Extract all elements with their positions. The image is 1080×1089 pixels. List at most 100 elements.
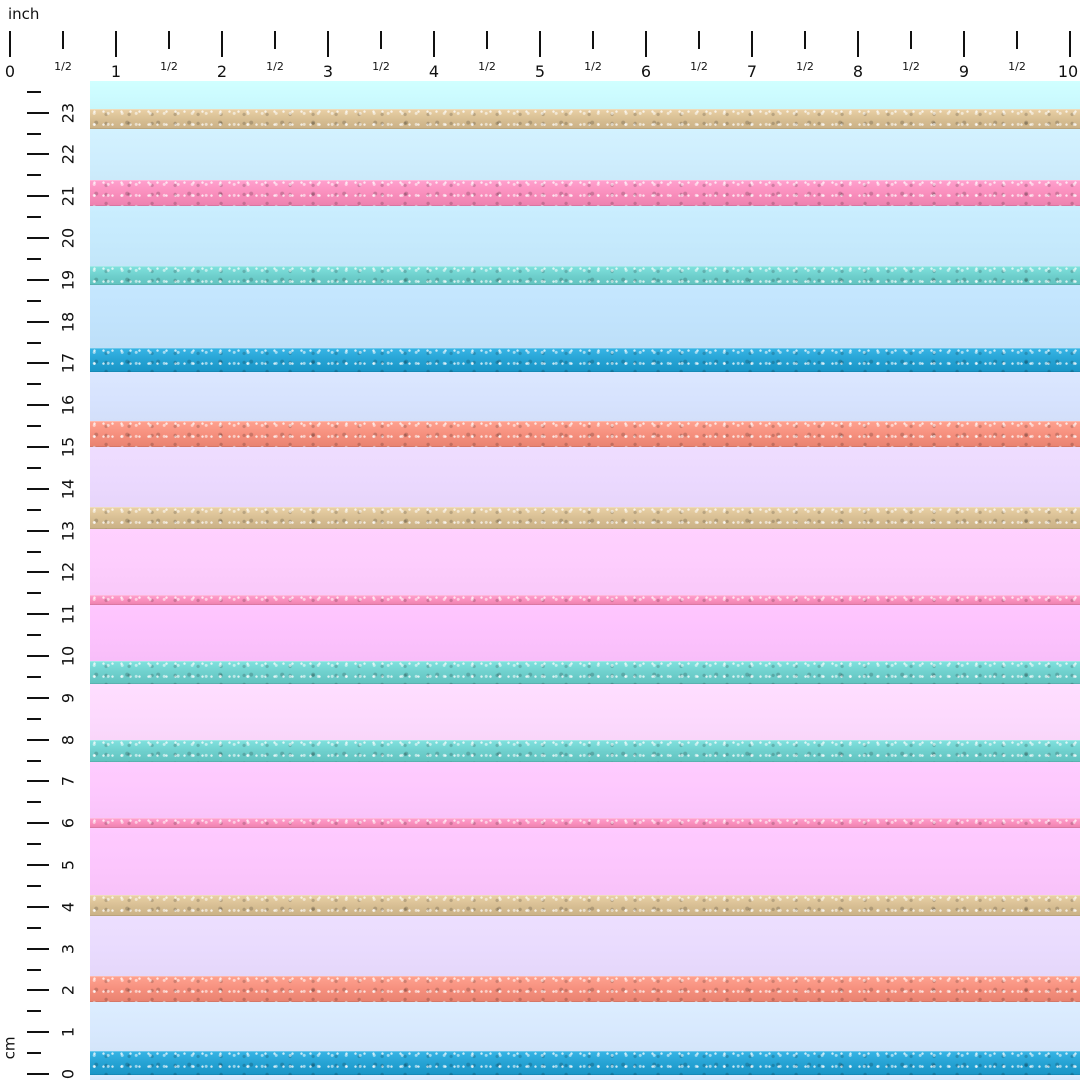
cm-number-label: 0 [58,1068,78,1080]
inch-tick [9,31,11,57]
inch-unit-label: inch [8,5,40,23]
cm-number-label: 2 [58,985,78,996]
half-inch-label: 1/2 [902,60,920,73]
cm-number-label: 1 [58,1027,78,1038]
half-inch-tick [168,31,170,49]
half-cm-tick [27,550,41,553]
cm-tick [27,1031,49,1034]
half-cm-tick [27,884,41,887]
half-inch-label: 1/2 [478,60,496,73]
half-cm-tick [27,216,41,219]
half-inch-label: 1/2 [372,60,390,73]
cm-number-label: 12 [58,562,78,583]
inch-tick [221,31,223,57]
half-cm-tick [27,1010,41,1013]
half-cm-tick [27,592,41,595]
glitter-stripe-gold [90,507,1080,529]
half-inch-label: 1/2 [690,60,708,73]
pastel-band [90,605,1080,661]
cm-tick [27,487,49,490]
cm-number-label: 3 [58,943,78,954]
inch-number-label: 3 [322,62,334,81]
cm-tick [27,446,49,448]
glitter-stripe-pink [90,180,1080,206]
cm-number-label: 17 [58,353,78,374]
glitter-stripe-teal [90,266,1080,285]
cm-number-label: 16 [58,395,78,416]
half-inch-tick [62,31,64,49]
inch-tick [1069,31,1071,57]
half-inch-tick [486,31,488,49]
inch-tick [751,31,753,57]
cm-tick [27,822,49,825]
cm-number-label: 21 [58,186,78,207]
inch-tick [327,31,329,57]
half-cm-tick [27,425,41,428]
inch-number-label: 1 [110,62,122,81]
cm-tick [27,237,49,239]
glitter-stripe-pink [90,818,1080,828]
pastel-band [90,916,1080,976]
half-inch-label: 1/2 [584,60,602,73]
half-inch-tick [910,31,912,49]
cm-number-label: 20 [58,227,78,249]
inch-number-label: 5 [534,62,546,81]
half-cm-tick [27,174,41,177]
pastel-band [90,447,1080,507]
cm-tick [27,111,49,114]
glitter-stripe-pink [90,595,1080,605]
half-inch-tick [380,31,382,49]
inch-number-label: 6 [640,62,652,81]
inch-number-label: 8 [852,62,864,81]
pastel-band [90,81,1080,109]
half-inch-label: 1/2 [1008,60,1026,73]
half-cm-tick [27,717,41,720]
inch-number-label: 0 [4,62,16,81]
half-inch-label: 1/2 [796,60,814,73]
cm-number-label: 10 [58,645,78,667]
half-cm-tick [27,675,41,678]
cm-tick [27,195,49,198]
cm-number-label: 23 [58,102,78,123]
cm-number-label: 6 [58,818,78,829]
cm-tick [27,738,49,741]
half-cm-tick [27,843,41,846]
glitter-stripe-blue [90,348,1080,372]
cm-tick [27,404,49,407]
half-inch-label: 1/2 [54,60,72,73]
cm-number-label: 11 [58,604,78,625]
half-cm-tick [27,759,41,762]
half-inch-tick [1016,31,1018,49]
inch-number-label: 2 [216,62,228,81]
cm-number-label: 4 [58,901,78,912]
half-inch-label: 1/2 [160,60,178,73]
inch-tick [115,31,117,57]
cm-tick [27,905,49,908]
half-cm-tick [27,801,41,804]
pastel-band [90,206,1080,266]
cm-number-label: 15 [58,436,78,458]
pastel-band [90,762,1080,818]
cm-number-label: 19 [58,269,78,290]
inch-number-label: 10 [1057,62,1079,81]
half-inch-tick [698,31,700,49]
cm-unit-label: cm [0,1036,19,1060]
cm-tick [27,1073,49,1075]
half-inch-tick [592,31,594,49]
half-cm-tick [27,383,41,386]
pastel-band [90,129,1080,180]
cm-tick [27,947,49,950]
glitter-stripe-coral [90,421,1080,447]
inch-tick [857,31,859,57]
cm-number-label: 9 [58,692,78,703]
half-cm-tick [27,926,41,929]
inch-tick [645,31,647,57]
inch-tick [539,31,541,57]
cm-tick [27,278,49,281]
cm-number-label: 18 [58,311,78,332]
cm-tick [27,153,49,156]
cm-tick [27,864,49,866]
cm-tick [27,613,49,616]
inch-tick [433,31,435,57]
glitter-stripe-pattern [90,81,1080,1080]
